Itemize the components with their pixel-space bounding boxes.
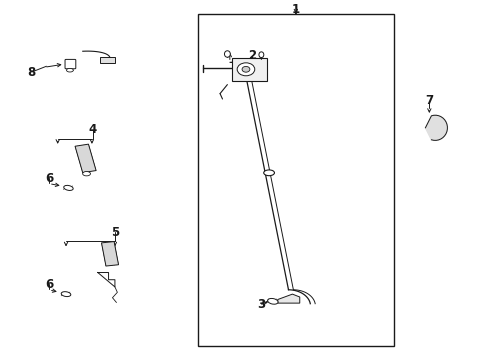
- FancyBboxPatch shape: [65, 59, 76, 69]
- Ellipse shape: [82, 172, 90, 176]
- Text: 1: 1: [291, 3, 299, 15]
- Text: 7: 7: [425, 94, 432, 107]
- Ellipse shape: [263, 170, 274, 176]
- Ellipse shape: [66, 68, 73, 72]
- Polygon shape: [277, 294, 299, 303]
- Ellipse shape: [259, 52, 263, 58]
- Bar: [100, 57, 115, 63]
- Polygon shape: [425, 115, 447, 140]
- Bar: [198, 14, 393, 346]
- Text: 3: 3: [257, 298, 265, 311]
- Text: 4: 4: [89, 123, 97, 136]
- Ellipse shape: [63, 185, 73, 190]
- Text: 5: 5: [111, 226, 119, 239]
- Ellipse shape: [61, 292, 71, 297]
- Polygon shape: [102, 242, 118, 266]
- Bar: [232, 58, 266, 81]
- Text: 6: 6: [45, 172, 53, 185]
- Circle shape: [237, 63, 254, 76]
- Polygon shape: [75, 144, 96, 173]
- Ellipse shape: [267, 298, 278, 304]
- Circle shape: [242, 67, 249, 72]
- Text: 8: 8: [28, 66, 36, 78]
- Text: 2: 2: [247, 49, 255, 62]
- Ellipse shape: [224, 51, 230, 57]
- Text: 6: 6: [45, 278, 53, 291]
